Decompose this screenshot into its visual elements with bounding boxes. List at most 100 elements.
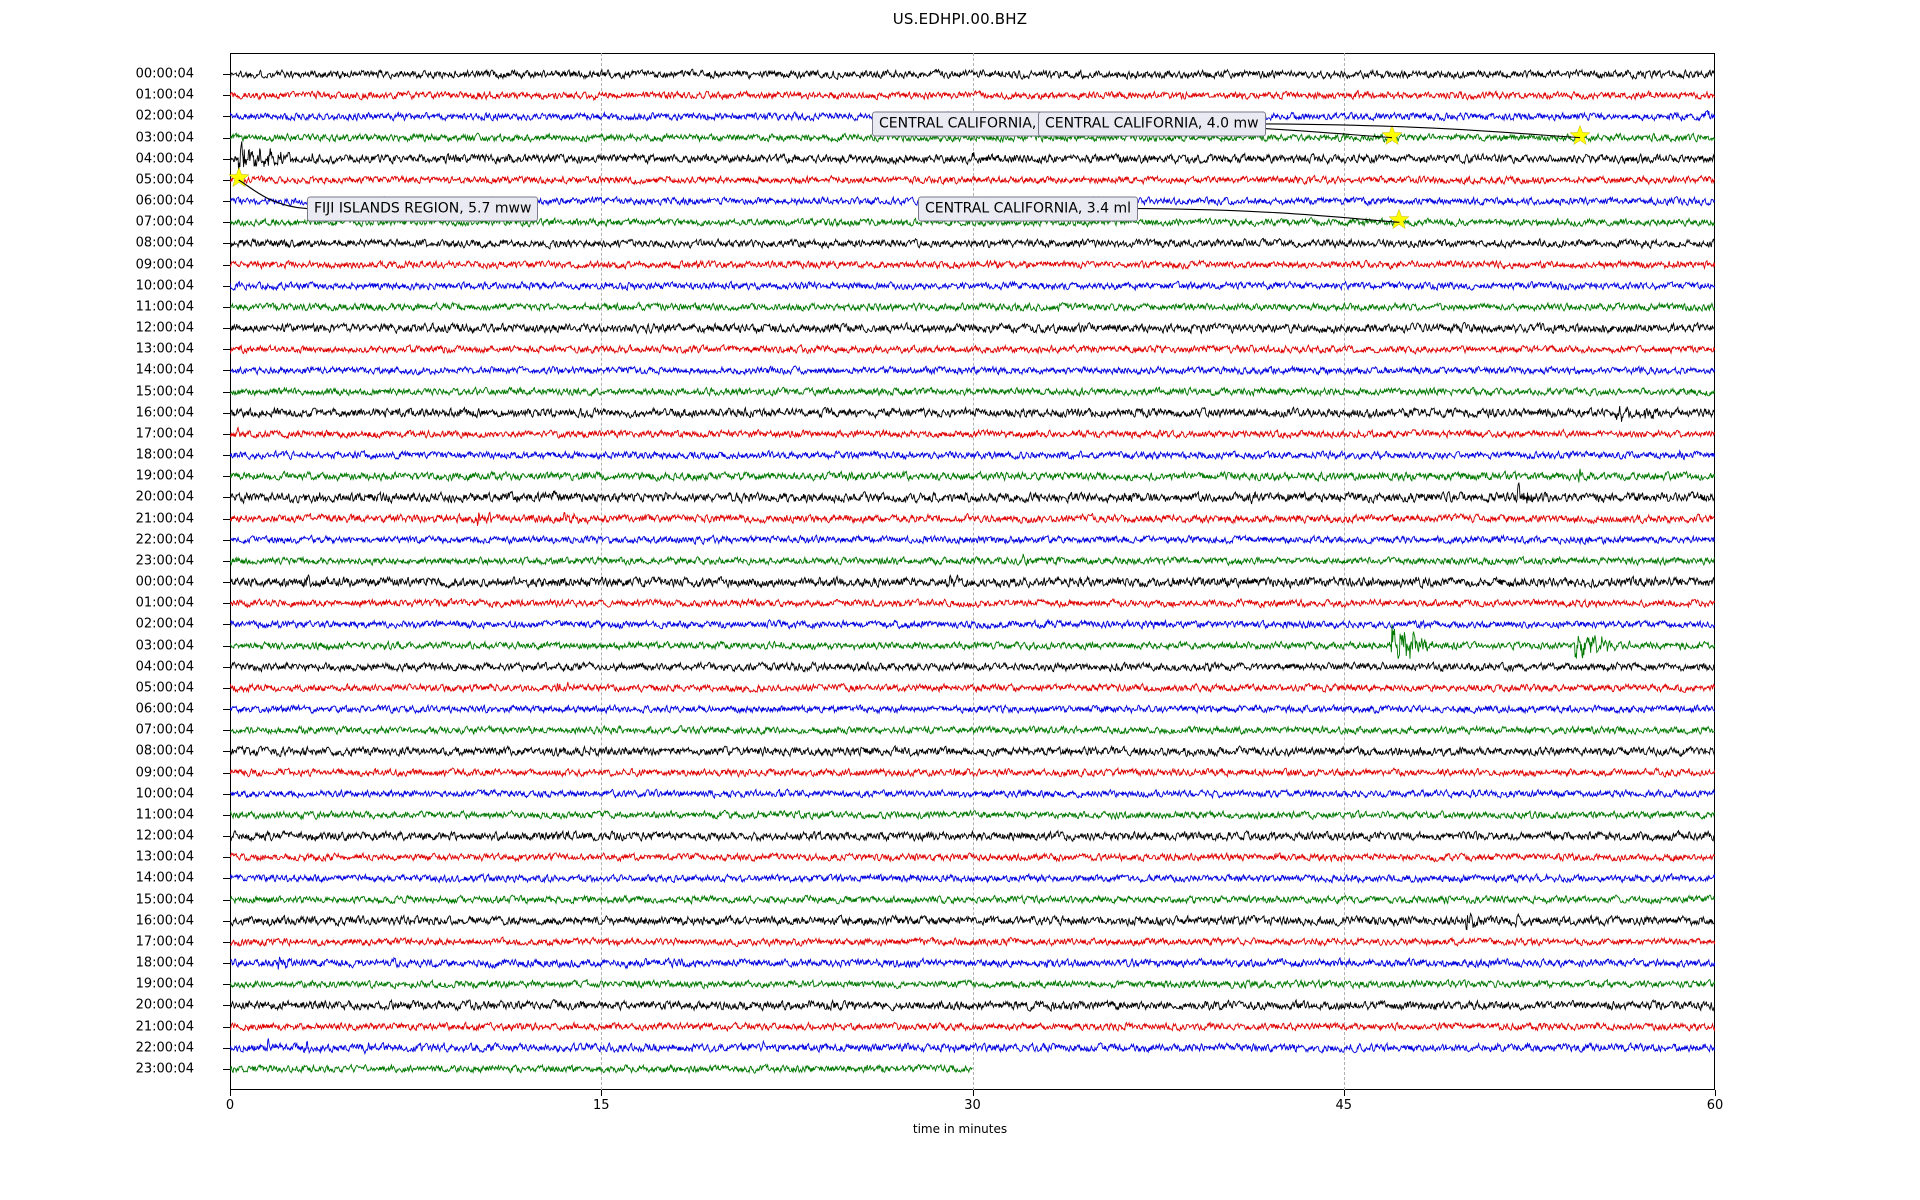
y-axis-label-18: 18:00:04 [135, 447, 194, 463]
y-axis-tick-13 [223, 349, 230, 351]
y-axis-tick-34 [223, 793, 230, 795]
y-axis-label-31: 07:00:04 [135, 722, 194, 738]
y-axis-label-21: 21:00:04 [135, 511, 194, 527]
y-axis-label-3: 03:00:04 [135, 130, 194, 146]
y-axis-tick-32 [223, 751, 230, 753]
trace-row-34 [230, 788, 1715, 800]
x-axis-label-15: 15 [592, 1098, 610, 1113]
trace-row-46 [230, 1038, 1715, 1055]
trace-row-17 [230, 426, 1715, 440]
trace-row-33 [230, 766, 1715, 778]
y-axis-label-39: 15:00:04 [135, 892, 194, 908]
y-axis-tick-19 [223, 476, 230, 478]
trace-row-26 [230, 618, 1715, 630]
trace-row-28 [230, 660, 1715, 673]
y-axis-label-12: 12:00:04 [135, 320, 194, 336]
y-axis-tick-8 [223, 243, 230, 245]
y-axis-tick-11 [223, 306, 230, 308]
trace-row-38 [230, 872, 1715, 884]
grid-line-15 [601, 53, 603, 1090]
y-axis-tick-36 [223, 836, 230, 838]
x-axis-label-30: 30 [964, 1098, 981, 1113]
y-axis-label-9: 09:00:04 [135, 257, 194, 273]
y-axis-label-23: 23:00:04 [135, 553, 194, 569]
trace-row-24 [230, 574, 1715, 590]
y-axis-tick-15 [223, 391, 230, 393]
y-axis-label-16: 16:00:04 [135, 405, 194, 421]
y-axis-label-11: 11:00:04 [135, 299, 194, 315]
y-axis-label-7: 07:00:04 [135, 214, 194, 230]
y-axis-label-1: 01:00:04 [135, 87, 194, 103]
y-axis-label-25: 01:00:04 [135, 595, 194, 611]
y-axis-tick-21 [223, 518, 230, 520]
trace-row-18 [230, 449, 1715, 461]
y-axis-label-8: 08:00:04 [135, 235, 194, 251]
x-axis-tick-15 [601, 1090, 603, 1096]
y-axis-label-37: 13:00:04 [135, 849, 194, 865]
trace-row-5 [230, 174, 1715, 186]
y-axis-label-17: 17:00:04 [135, 426, 194, 442]
y-axis-label-46: 22:00:04 [135, 1040, 194, 1056]
y-axis-tick-35 [223, 814, 230, 816]
y-axis-label-40: 16:00:04 [135, 913, 194, 929]
trace-row-9 [230, 259, 1715, 271]
y-axis-tick-0 [223, 74, 230, 76]
y-axis-tick-12 [223, 328, 230, 330]
y-axis-label-44: 20:00:04 [135, 997, 194, 1013]
y-axis-label-6: 06:00:04 [135, 193, 194, 209]
y-axis-label-5: 05:00:04 [135, 172, 194, 188]
y-axis-label-2: 02:00:04 [135, 108, 194, 124]
annotation-cc40: CENTRAL CALIFORNIA, 4.0 mw [1038, 111, 1266, 137]
x-axis-title: time in minutes [912, 1122, 1008, 1136]
trace-row-22 [230, 533, 1715, 546]
y-axis-tick-26 [223, 624, 230, 626]
trace-row-37 [230, 851, 1715, 863]
y-axis-label-30: 06:00:04 [135, 701, 194, 717]
y-axis-tick-20 [223, 497, 230, 499]
trace-row-35 [230, 809, 1715, 821]
y-axis-label-47: 23:00:04 [135, 1061, 194, 1077]
y-axis-label-38: 14:00:04 [135, 870, 194, 886]
trace-row-42 [230, 956, 1715, 970]
trace-row-39 [230, 894, 1715, 906]
y-axis-label-10: 10:00:04 [135, 278, 194, 294]
trace-row-25 [230, 597, 1715, 609]
y-axis-label-13: 13:00:04 [135, 341, 194, 357]
y-axis-tick-33 [223, 772, 230, 774]
x-axis-tick-45 [1343, 1090, 1345, 1096]
y-axis-tick-2 [223, 116, 230, 118]
y-axis-tick-5 [223, 179, 230, 181]
trace-row-44 [230, 998, 1715, 1012]
trace-row-11 [230, 301, 1715, 313]
y-axis-tick-29 [223, 687, 230, 689]
x-axis-label-45: 45 [1335, 1098, 1353, 1113]
y-axis-tick-9 [223, 264, 230, 266]
trace-row-8 [230, 237, 1715, 250]
plot-area [228, 53, 1715, 1090]
y-axis-label-28: 04:00:04 [135, 659, 194, 675]
y-axis-label-41: 17:00:04 [135, 934, 194, 950]
trace-row-15 [230, 386, 1715, 398]
y-axis-label-24: 00:00:04 [135, 574, 194, 590]
x-axis-label-60: 60 [1706, 1098, 1724, 1113]
y-axis-tick-30 [223, 709, 230, 711]
y-axis-tick-25 [223, 603, 230, 605]
y-axis-label-26: 02:00:04 [135, 616, 194, 632]
y-axis-label-15: 15:00:04 [135, 384, 194, 400]
trace-row-40 [230, 912, 1715, 931]
trace-row-21 [230, 511, 1715, 526]
trace-canvas [230, 53, 1715, 1090]
y-axis-label-14: 14:00:04 [135, 362, 194, 378]
y-axis-tick-22 [223, 539, 230, 541]
trace-row-30 [230, 703, 1715, 715]
y-axis-tick-24 [223, 582, 230, 584]
y-axis-tick-17 [223, 433, 230, 435]
y-axis-label-33: 09:00:04 [135, 765, 194, 781]
y-axis-label-45: 21:00:04 [135, 1019, 194, 1034]
trace-row-14 [230, 365, 1715, 376]
trace-row-4 [230, 141, 1715, 173]
trace-row-41 [230, 936, 1715, 948]
y-axis-tick-27 [223, 645, 230, 647]
trace-row-1 [230, 89, 1715, 102]
